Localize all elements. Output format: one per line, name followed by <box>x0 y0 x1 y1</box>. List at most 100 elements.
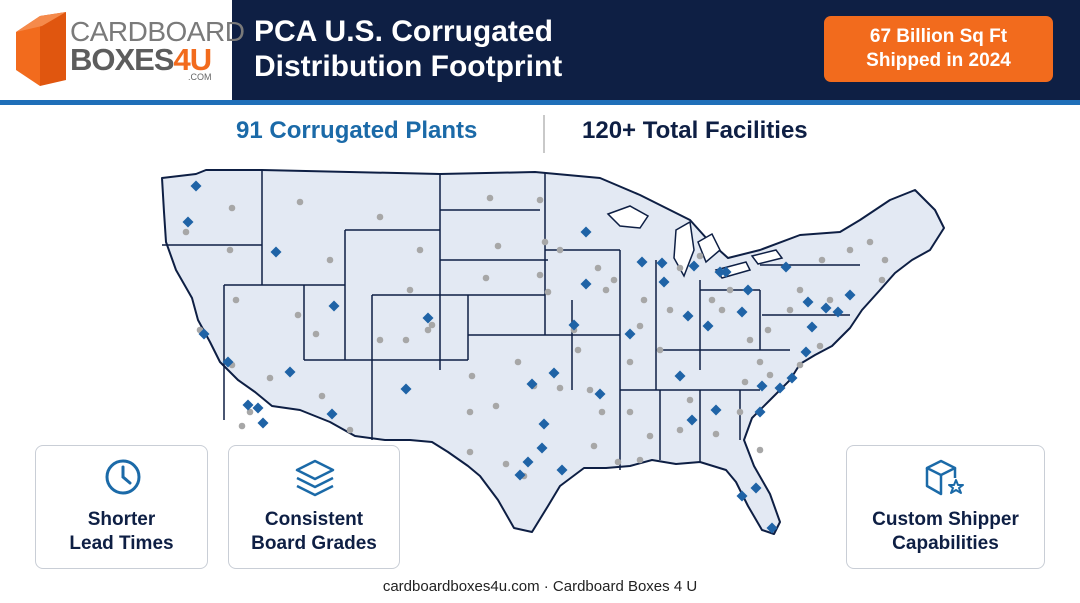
footer-text: cardboardboxes4u.com · Cardboard Boxes 4… <box>382 578 698 595</box>
plant-marker <box>624 328 636 340</box>
facility-marker <box>406 286 414 294</box>
facility-marker <box>266 374 274 382</box>
plant-marker <box>686 414 698 426</box>
facility-marker <box>556 246 564 254</box>
plant-marker <box>714 266 726 278</box>
plant-marker <box>742 284 754 296</box>
plant-marker <box>780 261 792 273</box>
plant-marker <box>422 312 434 324</box>
plant-marker <box>736 306 748 318</box>
plant-marker <box>656 257 668 269</box>
plant-marker <box>844 289 856 301</box>
plant-marker <box>522 456 534 468</box>
facility-marker <box>326 256 334 264</box>
facility-marker <box>402 336 410 344</box>
facility-marker <box>514 358 522 366</box>
header-accent-stripe <box>0 100 1080 105</box>
plant-marker <box>750 482 762 494</box>
facility-marker <box>756 446 764 454</box>
facility-marker <box>686 396 694 404</box>
plant-marker <box>806 321 818 333</box>
facility-marker <box>541 238 549 246</box>
facility-marker <box>492 402 500 410</box>
us-mainland-outline <box>161 169 945 535</box>
plant-marker <box>674 370 686 382</box>
plant-marker <box>222 356 234 368</box>
facility-marker <box>594 264 602 272</box>
facility-marker <box>544 288 552 296</box>
plant-marker <box>548 367 560 379</box>
facility-marker <box>416 246 424 254</box>
facility-marker <box>424 326 432 334</box>
logo-text-4u: 4U <box>173 42 213 77</box>
facility-marker <box>626 408 634 416</box>
facility-marker <box>502 460 510 468</box>
plant-marker <box>754 406 766 418</box>
facility-marker <box>636 322 644 330</box>
plants-count-heading: 91 Corrugated Plants <box>236 117 478 144</box>
facility-marker <box>536 196 544 204</box>
plant-marker <box>702 320 714 332</box>
facility-marker <box>786 306 794 314</box>
plant-marker <box>536 442 548 454</box>
card-label: Custom Shipper Capabilities <box>872 509 1019 554</box>
card-consistent-board-grades[interactable]: Consistent Board Grades <box>228 445 400 569</box>
plant-marker <box>786 372 798 384</box>
facility-marker <box>376 213 384 221</box>
plant-marker <box>720 266 732 278</box>
card-shorter-lead-times[interactable]: Shorter Lead Times <box>35 445 208 569</box>
facility-marker <box>726 286 734 294</box>
facility-marker <box>818 256 826 264</box>
facility-marker <box>602 286 610 294</box>
facility-marker <box>296 198 304 206</box>
facility-marker <box>746 336 754 344</box>
subhead-divider <box>543 115 545 153</box>
facility-marker <box>878 276 886 284</box>
plant-marker <box>820 302 832 314</box>
facility-marker <box>536 271 544 279</box>
logo-text-cardboard: CARDBOARD <box>70 16 245 47</box>
shipped-stat-badge: 67 Billion Sq Ft Shipped in 2024 <box>824 16 1053 82</box>
facility-marker <box>228 204 236 212</box>
facility-marker <box>846 246 854 254</box>
box-star-icon <box>925 459 964 496</box>
facility-marker <box>712 430 720 438</box>
facility-marker <box>766 371 774 379</box>
plant-marker <box>538 418 550 430</box>
clock-icon <box>105 459 141 495</box>
plant-marker <box>568 319 580 331</box>
facility-marker <box>656 346 664 354</box>
facilities-count-heading: 120+ Total Facilities <box>582 117 808 144</box>
facility-marker <box>182 228 190 236</box>
state-boundaries <box>162 170 860 470</box>
facility-marker <box>816 342 824 350</box>
facility-marker <box>246 408 254 416</box>
facility-marker <box>826 296 834 304</box>
plant-marker <box>328 300 340 312</box>
card-custom-shipper-capabilities[interactable]: Custom Shipper Capabilities <box>846 445 1045 569</box>
facility-marker <box>494 242 502 250</box>
plant-marker <box>580 278 592 290</box>
plant-marker <box>182 216 194 228</box>
facility-marker <box>590 442 598 450</box>
facility-marker <box>736 408 744 416</box>
facility-marker <box>238 422 246 430</box>
facility-marker <box>468 372 476 380</box>
facility-marker <box>640 296 648 304</box>
us-facility-map <box>161 169 945 535</box>
plant-marker <box>198 328 210 340</box>
card-label: Consistent Board Grades <box>251 509 377 554</box>
page-title: PCA U.S. Corrugated Distribution Footpri… <box>254 15 563 83</box>
facility-marker <box>646 432 654 440</box>
facility-marker <box>346 426 354 434</box>
facility-marker <box>428 321 436 329</box>
facility-marker <box>676 426 684 434</box>
plant-marker <box>270 246 282 258</box>
plant-marker <box>636 256 648 268</box>
logo[interactable]: CARDBOARD BOXES4U .COM <box>0 0 245 100</box>
facility-marker <box>376 336 384 344</box>
facility-marker <box>486 194 494 202</box>
plant-marker <box>556 464 568 476</box>
facility-marker <box>586 386 594 394</box>
facility-marker <box>598 408 606 416</box>
